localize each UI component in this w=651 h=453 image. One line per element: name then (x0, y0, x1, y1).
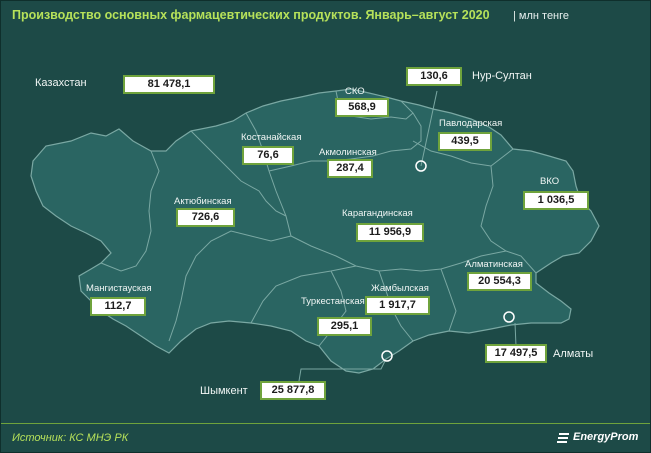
zhambyl-value: 1 917,7 (365, 296, 430, 315)
aktobe-label: Актюбинская (174, 196, 232, 207)
mangistau-label: Мангистауская (86, 283, 152, 294)
aktobe-value: 726,6 (176, 208, 235, 227)
nur-sultan-marker (415, 160, 427, 172)
sko-value: 568,9 (335, 98, 389, 117)
pavlodar-label: Павлодарская (439, 118, 503, 129)
shymkent-marker (381, 350, 393, 362)
energyprom-logo: EnergyProm (573, 431, 639, 443)
mangistau-value: 112,7 (90, 297, 146, 316)
karaganda-label: Карагандинская (342, 208, 413, 219)
kostanay-value: 76,6 (242, 146, 294, 165)
shymkent-value: 25 877,8 (260, 381, 326, 400)
country-outline (30, 88, 600, 374)
akmola-label: Акмолинская (319, 147, 377, 158)
vko-value: 1 036,5 (523, 191, 589, 210)
shymkent-label: Шымкент (200, 385, 248, 397)
energyprom-logo-icon (557, 433, 569, 443)
almaty-region-label: Алматинская (465, 259, 523, 270)
almaty-marker (503, 311, 515, 323)
turkestan-label: Туркестанская (301, 296, 365, 307)
footer (1, 423, 650, 452)
country-value: 81 478,1 (123, 75, 215, 94)
almaty-region-value: 20 554,3 (467, 272, 532, 291)
nur-sultan-value: 130,6 (406, 67, 462, 86)
akmola-value: 287,4 (327, 159, 373, 178)
turkestan-value: 295,1 (317, 317, 372, 336)
page-title: Производство основных фармацевтических п… (12, 8, 490, 22)
nur-sultan-label: Нур-Султан (472, 70, 532, 82)
source-note: Источник: КС МНЭ РК (12, 432, 129, 444)
karaganda-value: 11 956,9 (356, 223, 424, 242)
zhambyl-label: Жамбылская (371, 283, 429, 294)
unit-label: | млн тенге (513, 10, 570, 22)
almaty-city-value: 17 497,5 (485, 344, 547, 363)
kostanay-label: Костанайская (241, 132, 302, 143)
almaty-city-label: Алматы (553, 348, 594, 360)
country-label: Казахстан (35, 77, 87, 89)
leader-lines (298, 90, 517, 382)
pavlodar-value: 439,5 (438, 132, 492, 151)
sko-label: СКО (345, 86, 365, 97)
vko-label: ВКО (540, 176, 560, 187)
